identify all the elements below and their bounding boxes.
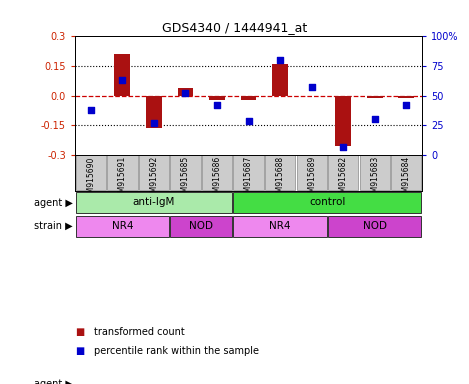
- Text: agent ▶: agent ▶: [34, 379, 73, 384]
- Bar: [114, 54, 130, 96]
- Point: [308, 84, 316, 91]
- Text: percentile rank within the sample: percentile rank within the sample: [94, 346, 259, 356]
- Bar: [178, 88, 193, 96]
- FancyBboxPatch shape: [170, 215, 232, 237]
- FancyBboxPatch shape: [76, 215, 169, 237]
- Text: agent ▶: agent ▶: [34, 197, 73, 207]
- Point: [371, 116, 378, 122]
- Bar: [367, 96, 383, 98]
- Point: [245, 118, 252, 124]
- Bar: [335, 96, 351, 146]
- Text: NR4: NR4: [112, 221, 133, 231]
- Text: NR4: NR4: [269, 221, 291, 231]
- FancyBboxPatch shape: [76, 156, 106, 190]
- FancyBboxPatch shape: [139, 156, 169, 190]
- FancyBboxPatch shape: [170, 156, 201, 190]
- Text: GSM915682: GSM915682: [339, 156, 348, 202]
- Point: [119, 77, 126, 83]
- Text: GSM915691: GSM915691: [118, 156, 127, 202]
- Point: [87, 107, 95, 113]
- FancyBboxPatch shape: [202, 156, 232, 190]
- FancyBboxPatch shape: [360, 156, 390, 190]
- Point: [182, 90, 189, 96]
- Text: anti-IgM: anti-IgM: [133, 197, 175, 207]
- FancyBboxPatch shape: [296, 156, 327, 190]
- Point: [340, 144, 347, 150]
- FancyBboxPatch shape: [391, 156, 422, 190]
- FancyBboxPatch shape: [234, 192, 422, 213]
- Bar: [209, 96, 225, 100]
- Text: NOD: NOD: [189, 221, 213, 231]
- Text: GSM915689: GSM915689: [307, 156, 316, 202]
- Text: GSM915690: GSM915690: [86, 156, 95, 202]
- FancyBboxPatch shape: [107, 156, 137, 190]
- Text: strain ▶: strain ▶: [34, 221, 73, 231]
- FancyBboxPatch shape: [328, 156, 358, 190]
- Bar: [241, 96, 257, 100]
- FancyBboxPatch shape: [76, 192, 232, 213]
- Text: transformed count: transformed count: [94, 327, 184, 337]
- Point: [150, 120, 158, 126]
- Text: ■: ■: [75, 346, 84, 356]
- Text: GDS4340 / 1444941_at: GDS4340 / 1444941_at: [162, 21, 307, 34]
- Text: GSM915692: GSM915692: [150, 156, 159, 202]
- FancyBboxPatch shape: [234, 215, 327, 237]
- Text: GSM915684: GSM915684: [402, 156, 411, 202]
- FancyBboxPatch shape: [328, 215, 422, 237]
- Text: ■: ■: [75, 327, 84, 337]
- Point: [402, 102, 410, 108]
- Point: [276, 57, 284, 63]
- Text: NOD: NOD: [363, 221, 387, 231]
- Bar: [146, 96, 162, 128]
- Point: [213, 102, 221, 108]
- FancyBboxPatch shape: [234, 156, 264, 190]
- FancyBboxPatch shape: [265, 156, 295, 190]
- Text: GSM915688: GSM915688: [276, 156, 285, 202]
- Bar: [399, 96, 414, 98]
- Text: GSM915687: GSM915687: [244, 156, 253, 202]
- Bar: [272, 64, 288, 96]
- Text: control: control: [309, 197, 346, 207]
- Text: GSM915685: GSM915685: [181, 156, 190, 202]
- Text: GSM915683: GSM915683: [370, 156, 379, 202]
- Text: GSM915686: GSM915686: [212, 156, 221, 202]
